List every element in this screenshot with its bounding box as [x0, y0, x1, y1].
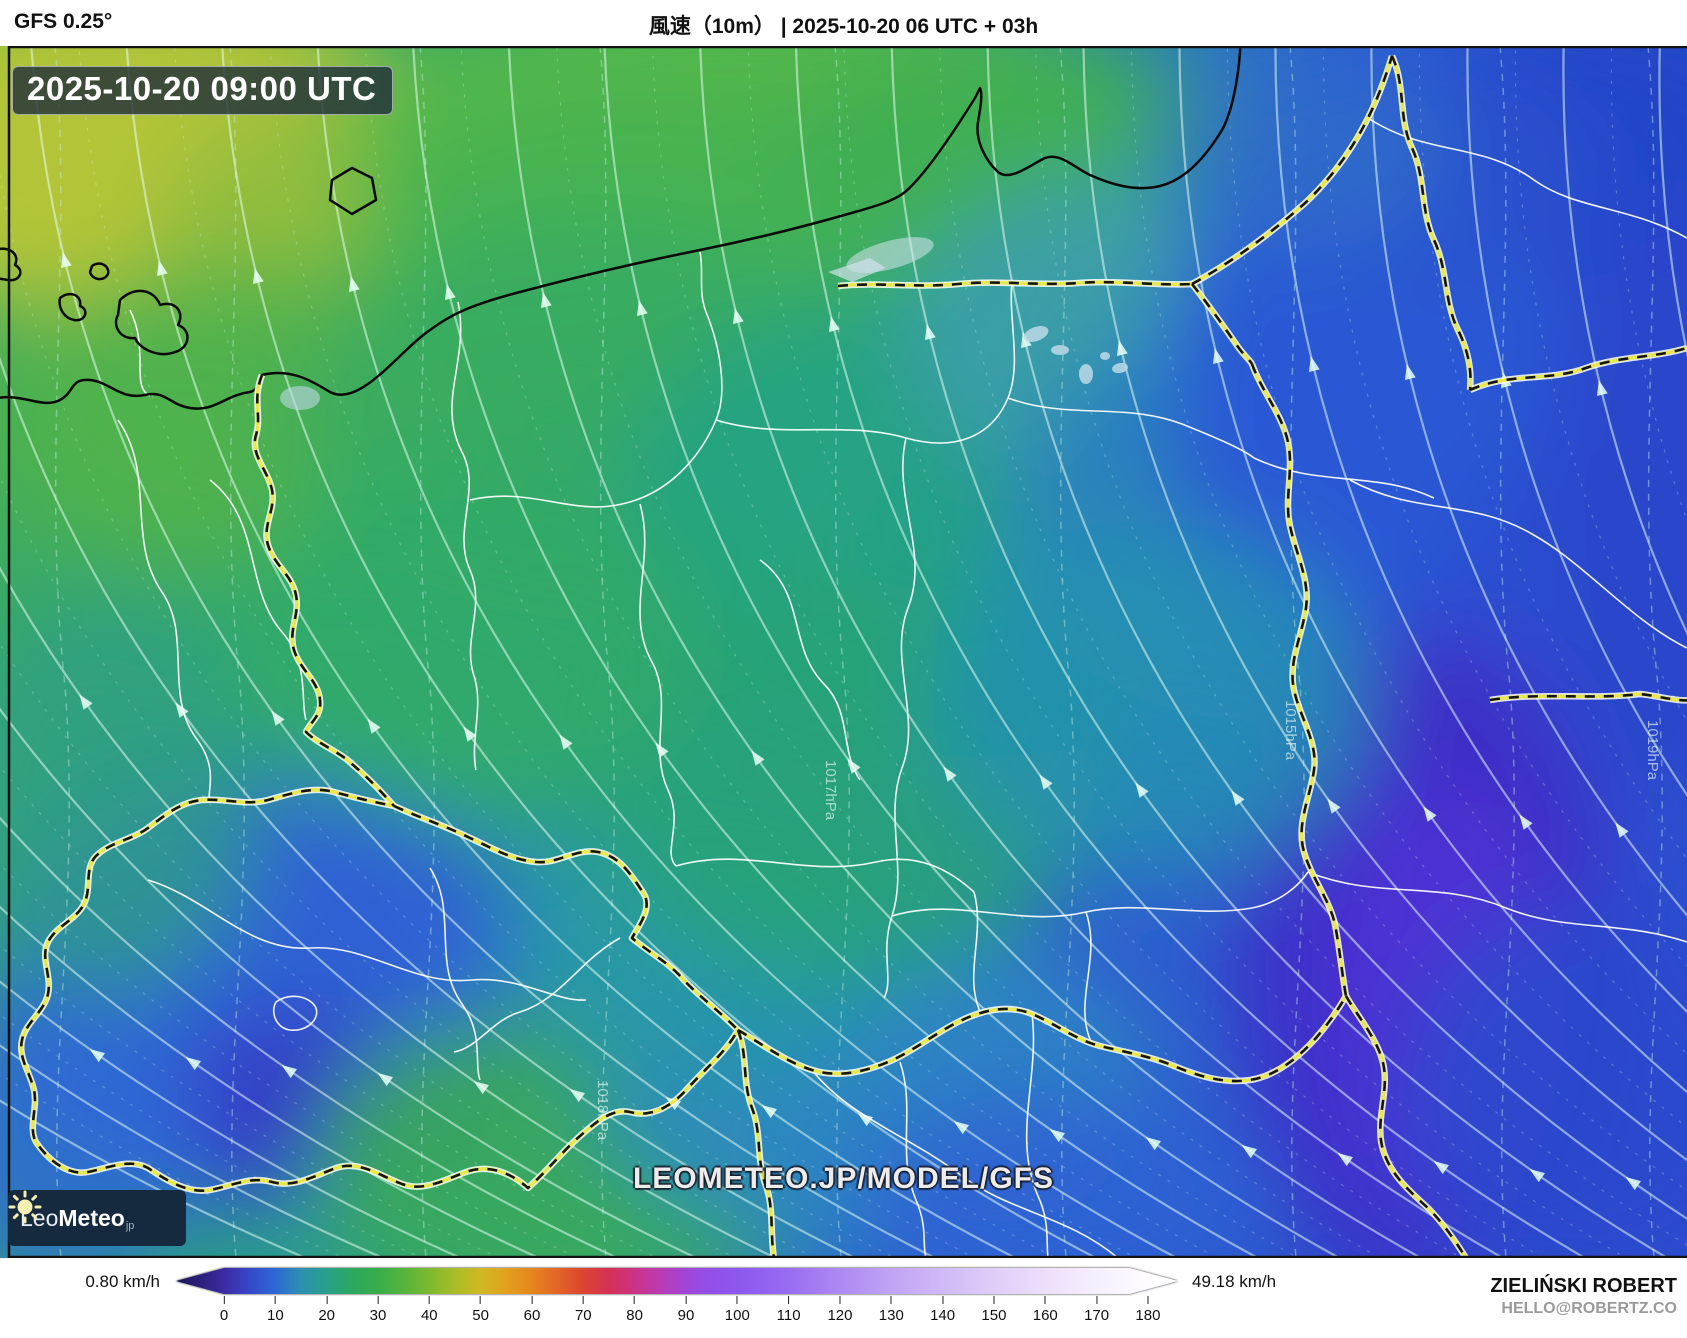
tick: 10: [267, 1296, 284, 1324]
tick-label: 10: [266, 1307, 284, 1324]
credits: ZIELIŃSKI ROBERT HELLO@ROBERTZ.CO: [1490, 1274, 1677, 1319]
legend-bar: 0.80 km/h 0 10 20 30 40 50 60 70 80 90 100 110 120 13…: [0, 1258, 1687, 1338]
tick: 140: [930, 1296, 955, 1324]
tick-label: 60: [523, 1307, 541, 1324]
tick: 60: [523, 1296, 541, 1324]
tick: 160: [1033, 1296, 1058, 1324]
lagoon-patches: [280, 237, 934, 410]
tick-label: 90: [677, 1307, 695, 1324]
timestamp-badge: 2025-10-20 09:00 UTC: [12, 66, 394, 115]
tick-label: 180: [1135, 1307, 1161, 1324]
map-frame: [7, 46, 1687, 1258]
tick-label: 30: [369, 1307, 387, 1324]
tick: 0: [220, 1296, 228, 1324]
tick-label: 0: [219, 1307, 229, 1324]
tick: 70: [575, 1296, 592, 1324]
tick-label: 100: [724, 1307, 750, 1324]
tick: 150: [981, 1296, 1006, 1324]
tick-label: 120: [827, 1307, 853, 1324]
tick-label: 130: [878, 1307, 904, 1324]
isobar-label: 1015hPa: [1282, 700, 1299, 761]
tick-label: 50: [472, 1307, 489, 1324]
isobar-label: 1017hPa: [822, 760, 839, 821]
colorbar-ticks: 0 10 20 30 40 50 60 70 80 90 100 110 120 130 140 150 160…: [176, 1296, 1178, 1336]
tick-label: 20: [318, 1307, 335, 1324]
tick: 80: [626, 1296, 643, 1324]
tick: 40: [421, 1296, 438, 1324]
tick-label: 140: [930, 1307, 956, 1324]
tick-label: 70: [574, 1307, 592, 1324]
leometeo-logo: LeoMeteojp: [8, 1190, 186, 1246]
tick-label: 170: [1084, 1307, 1110, 1324]
tick: 120: [827, 1296, 852, 1324]
credit-email: HELLO@ROBERTZ.CO: [1501, 1300, 1677, 1317]
tick: 30: [369, 1296, 387, 1324]
model-label: GFS 0.25°: [14, 10, 113, 33]
lakes: [1023, 326, 1128, 384]
tick-label: 160: [1032, 1307, 1058, 1324]
wind-speed-map: 1018hPa 1017hPa 1015hPa 1019hPa 2025-10-20 …: [0, 46, 1687, 1258]
watermark-text: LEOMETEO.JP/MODEL/GFS: [632, 1162, 1055, 1195]
legend-min-label: 0.80 km/h: [85, 1272, 160, 1291]
tick: 100: [725, 1296, 750, 1324]
tick-label: 40: [420, 1307, 438, 1324]
tick: 180: [1135, 1296, 1160, 1324]
legend-max-label: 49.18 km/h: [1192, 1272, 1277, 1291]
header-bar: GFS 0.25° 風速（10m） | 2025-10-20 06 UTC + …: [0, 0, 1687, 46]
tick: 110: [777, 1296, 801, 1324]
tick: 130: [879, 1296, 904, 1324]
tick-label: 150: [981, 1307, 1007, 1324]
wind-speed-colorbar: [176, 1268, 1178, 1294]
national-borders: [17, 54, 1687, 1258]
tick-label: 80: [626, 1307, 643, 1324]
colorbar-gradient: [176, 1268, 1178, 1294]
tick: 50: [472, 1296, 489, 1324]
admin-borders: [117, 117, 1687, 1258]
credit-name: ZIELIŃSKI ROBERT: [1490, 1275, 1677, 1297]
sun-icon: [8, 1190, 42, 1224]
isobar-label: 1018hPa: [594, 1080, 611, 1141]
tick: 170: [1084, 1296, 1109, 1324]
page-title: 風速（10m） | 2025-10-20 06 UTC + 03h: [648, 15, 1039, 38]
tick-label: 110: [776, 1307, 801, 1324]
tick: 90: [677, 1296, 695, 1324]
tick: 20: [318, 1296, 335, 1324]
